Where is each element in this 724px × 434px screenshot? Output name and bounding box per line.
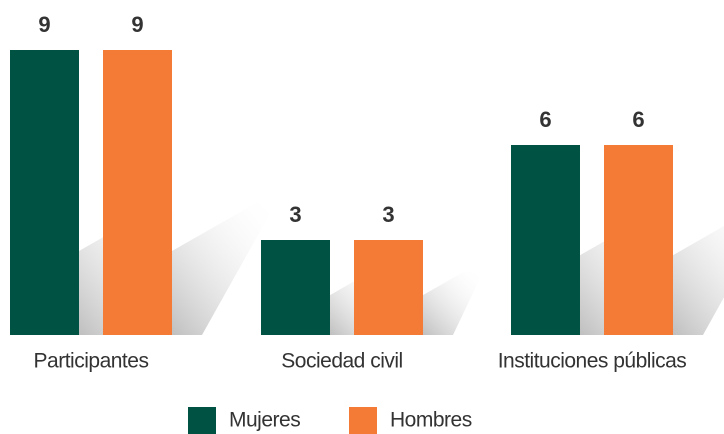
legend-swatch bbox=[349, 407, 377, 434]
value-label: 3 bbox=[382, 202, 394, 227]
value-label: 3 bbox=[289, 202, 301, 227]
legend-swatch bbox=[188, 407, 216, 434]
value-label: 9 bbox=[38, 12, 50, 37]
category-label: Participantes bbox=[34, 350, 149, 373]
bar bbox=[103, 50, 172, 335]
category-label: Instituciones públicas bbox=[498, 350, 687, 373]
bar bbox=[10, 50, 79, 335]
bar bbox=[261, 240, 330, 335]
bar-shadow bbox=[172, 203, 276, 335]
legend-label: Hombres bbox=[390, 409, 472, 432]
bar bbox=[354, 240, 423, 335]
bar bbox=[511, 145, 580, 335]
bars bbox=[10, 50, 673, 335]
bar-shadow bbox=[673, 226, 724, 335]
value-label: 6 bbox=[632, 107, 644, 132]
bar-shadow bbox=[423, 272, 483, 335]
legend-label: Mujeres bbox=[229, 409, 300, 432]
bar bbox=[604, 145, 673, 335]
value-label: 9 bbox=[131, 12, 143, 37]
category-label: Sociedad civil bbox=[281, 350, 402, 373]
value-label: 6 bbox=[539, 107, 551, 132]
